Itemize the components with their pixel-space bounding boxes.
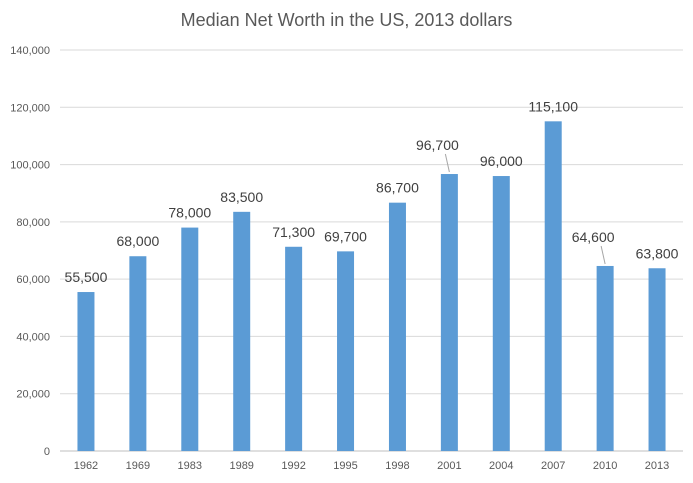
- data-label: 64,600: [572, 229, 615, 245]
- x-tick-label: 1998: [385, 460, 409, 472]
- x-tick-label: 2001: [437, 460, 461, 472]
- data-label: 96,700: [416, 137, 459, 153]
- x-tick-label: 1989: [229, 460, 253, 472]
- bar: [648, 268, 666, 451]
- y-tick-label: 60,000: [16, 274, 50, 286]
- data-label: 115,100: [528, 98, 578, 114]
- bar: [233, 211, 251, 451]
- bar: [544, 121, 562, 452]
- data-label: 96,000: [480, 153, 523, 169]
- data-label: 78,000: [168, 205, 211, 221]
- data-label: 71,300: [272, 224, 315, 240]
- data-label: 63,800: [636, 245, 679, 261]
- bar: [388, 202, 406, 451]
- x-tick-label: 1995: [333, 460, 357, 472]
- x-tick-label: 1992: [281, 460, 305, 472]
- bar: [337, 251, 355, 451]
- bar: [285, 246, 303, 451]
- data-label: 83,500: [220, 189, 263, 205]
- bar: [596, 265, 614, 451]
- data-label: 55,500: [65, 269, 108, 285]
- y-tick-label: 0: [44, 446, 50, 458]
- x-tick-label: 2007: [541, 460, 565, 472]
- y-tick-label: 120,000: [10, 102, 50, 114]
- y-tick-label: 140,000: [10, 45, 50, 57]
- x-tick-label: 2010: [593, 460, 617, 472]
- x-tick-label: 1962: [74, 460, 98, 472]
- y-tick-label: 100,000: [10, 160, 50, 172]
- x-tick-label: 2004: [489, 460, 513, 472]
- bar: [77, 292, 95, 451]
- bar: [129, 256, 147, 451]
- bar: [492, 176, 510, 451]
- bar: [440, 174, 458, 452]
- data-label: 69,700: [324, 228, 367, 244]
- y-tick-label: 80,000: [16, 217, 50, 229]
- x-tick-label: 2013: [645, 460, 669, 472]
- x-tick-label: 1983: [178, 460, 202, 472]
- x-tick-label: 1969: [126, 460, 150, 472]
- y-tick-label: 20,000: [16, 389, 50, 401]
- leader-line: [444, 153, 450, 173]
- bar: [181, 227, 199, 451]
- chart-title: Median Net Worth in the US, 2013 dollars: [180, 10, 513, 30]
- leader-line: [600, 245, 606, 265]
- data-label: 86,700: [376, 180, 419, 196]
- data-label: 68,000: [116, 233, 159, 249]
- y-tick-label: 40,000: [16, 331, 50, 343]
